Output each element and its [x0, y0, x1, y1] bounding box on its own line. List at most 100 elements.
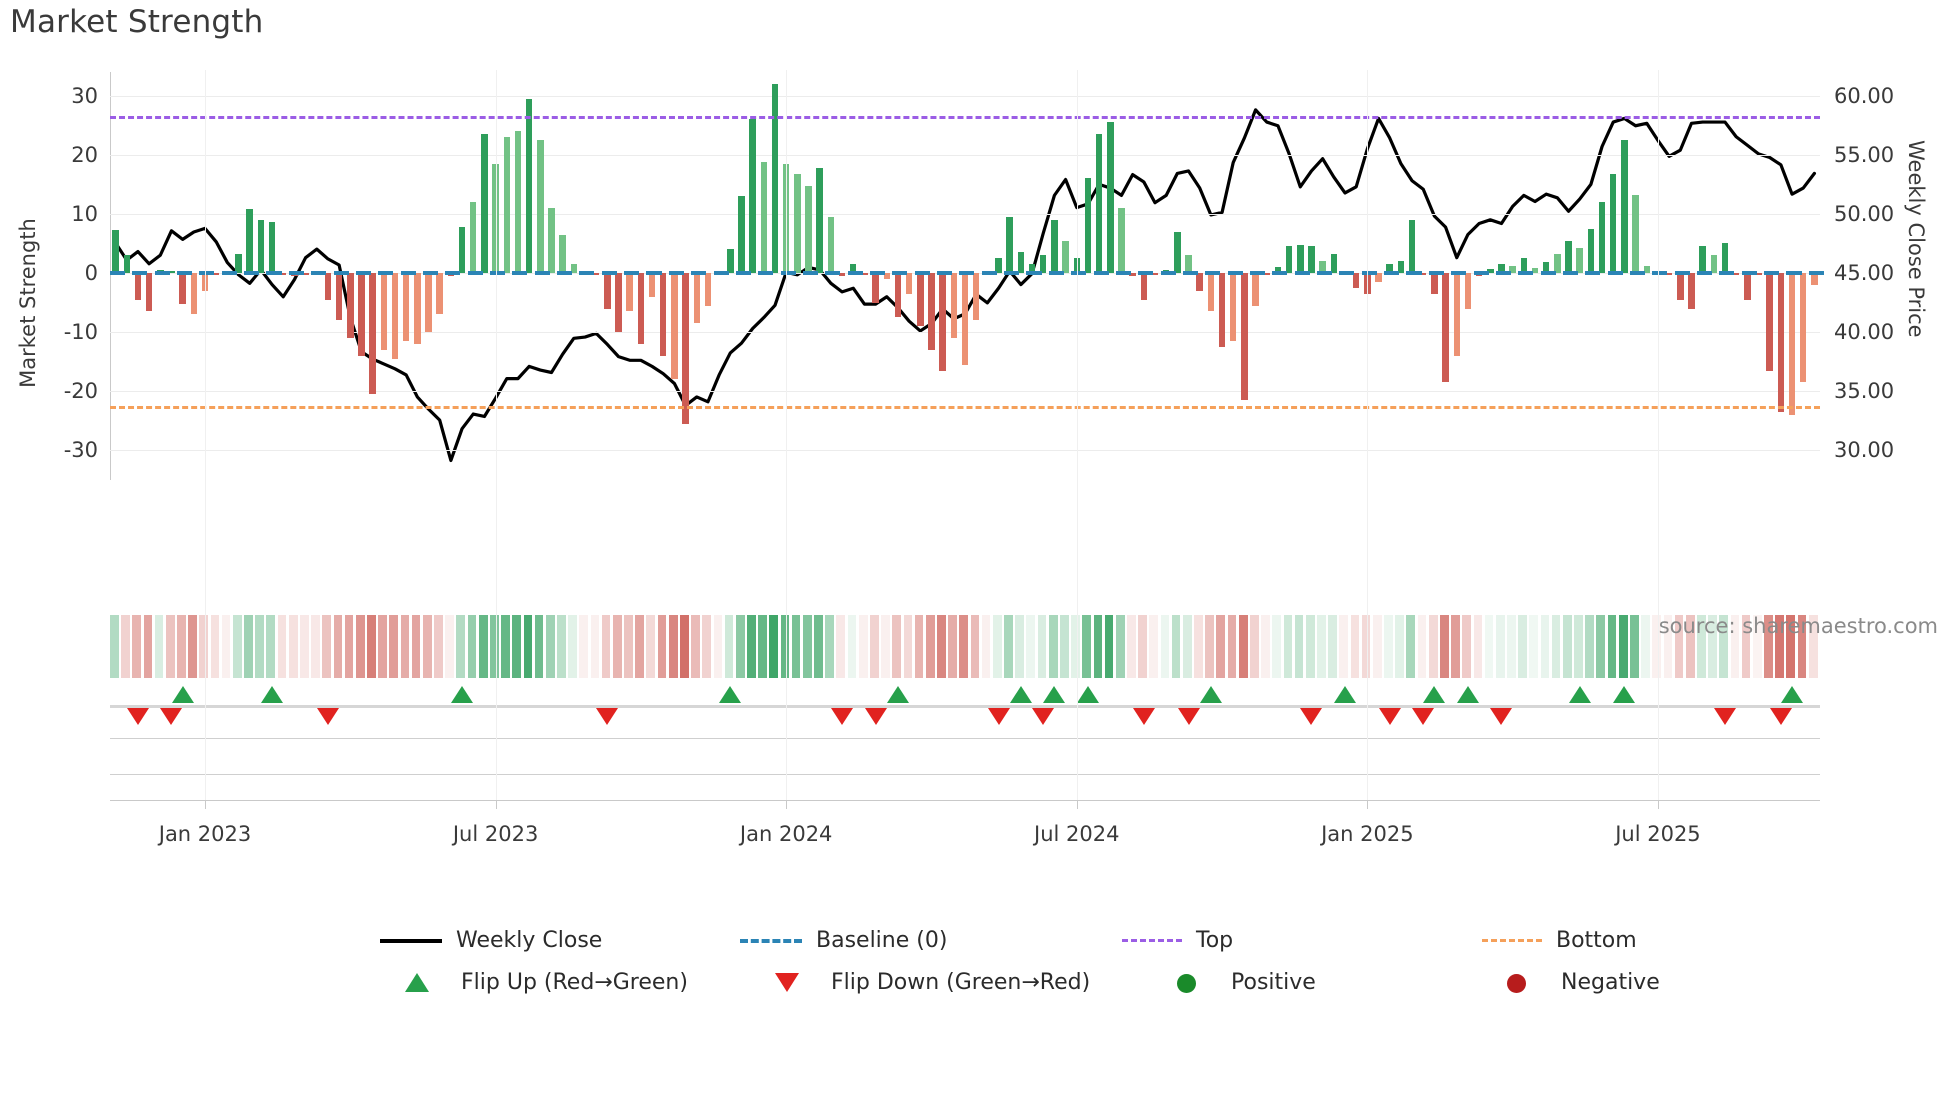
strength-bar	[771, 83, 779, 274]
heatmap-cell	[747, 615, 756, 678]
flip-down-marker-icon	[316, 708, 339, 725]
heatmap-cell	[1093, 615, 1103, 678]
gridline	[110, 450, 1820, 452]
heatmap-cell	[244, 615, 253, 678]
strength-bar	[1621, 140, 1628, 274]
baseline-segment	[534, 271, 550, 276]
heatmap-cell	[903, 615, 913, 678]
baseline-segment	[1607, 271, 1623, 276]
strength-bar	[1397, 261, 1405, 274]
heatmap-cell	[1182, 615, 1192, 678]
strength-bar	[615, 273, 622, 333]
legend-item-bottom[interactable]: Bottom	[1480, 928, 1637, 953]
strength-bar	[1196, 273, 1203, 291]
heatmap-cell	[545, 615, 555, 678]
strength-bar	[257, 219, 265, 274]
legend-item-flip-down-green→red[interactable]: Flip Down (Green→Red)	[755, 970, 1090, 995]
strength-bar	[1732, 273, 1740, 276]
baseline-segment	[490, 271, 506, 276]
baseline-segment	[1473, 271, 1489, 276]
strength-bar	[1565, 240, 1572, 274]
strength-bar	[1174, 232, 1181, 274]
legend-item-top[interactable]: Top	[1120, 928, 1233, 953]
strength-bar	[1118, 208, 1125, 274]
heatmap-cell	[490, 615, 499, 678]
baseline-segment	[1674, 271, 1690, 276]
strength-bar	[1755, 273, 1762, 276]
strength-bar	[1520, 258, 1528, 274]
baseline-segment	[1339, 271, 1355, 276]
heatmap-cell	[769, 615, 779, 678]
heatmap-cell	[1697, 615, 1706, 678]
legend-item-flip-up-red→green[interactable]: Flip Up (Red→Green)	[385, 970, 688, 995]
heatmap-cell	[266, 615, 276, 678]
bottom-reference-line	[110, 406, 1820, 410]
heatmap-cell	[925, 615, 935, 678]
legend-item-weekly-close[interactable]: Weekly Close	[380, 928, 602, 953]
heatmap-cell	[1104, 615, 1114, 678]
strength-bar	[1744, 273, 1751, 300]
heatmap-cell	[199, 615, 209, 678]
baseline-segment	[646, 271, 662, 276]
legend-item-negative[interactable]: Negative	[1485, 970, 1660, 995]
x-tick-mark	[1367, 800, 1369, 809]
heatmap-cell	[1775, 615, 1784, 678]
strength-bar	[1721, 243, 1729, 274]
strength-bar	[1185, 255, 1192, 274]
x-tick-mark	[1076, 800, 1078, 809]
heatmap-cell	[311, 615, 320, 678]
strength-bar	[1777, 273, 1785, 412]
strength-bar	[123, 255, 130, 274]
legend-item-baseline-0[interactable]: Baseline (0)	[740, 928, 947, 953]
heatmap-cell	[1741, 615, 1751, 678]
heatmap-cell	[780, 615, 790, 678]
page-title: Market Strength	[10, 4, 264, 40]
heatmap-cell	[1350, 615, 1360, 678]
heatmap-cell	[1786, 615, 1796, 678]
y-tick-left: -30	[63, 438, 98, 463]
legend-item-positive[interactable]: Positive	[1155, 970, 1316, 995]
baseline-segment	[1540, 271, 1556, 276]
strength-bar	[1587, 228, 1595, 274]
strength-bar	[145, 273, 153, 312]
source-credit: source: sharemaestro.com	[1658, 614, 1938, 638]
y-tick-right: 50.00	[1834, 201, 1895, 226]
strength-bar	[738, 196, 745, 274]
heatmap-cell	[702, 615, 712, 678]
heatmap-cell	[1652, 615, 1662, 678]
strength-bar	[559, 234, 566, 274]
strength-bar	[1710, 255, 1718, 274]
heatmap-cell	[1160, 615, 1170, 678]
heatmap-cell	[534, 615, 544, 678]
flip-down-marker-icon	[1490, 708, 1513, 725]
heatmap-cell	[691, 615, 700, 678]
heatmap-cell	[277, 615, 287, 678]
strength-bar	[1442, 273, 1449, 383]
heatmap-cell	[1026, 615, 1036, 678]
heatmap-cell	[680, 615, 689, 678]
heatmap-cell	[177, 615, 186, 678]
solid-line-icon	[380, 930, 442, 952]
heatmap-cell	[1484, 615, 1494, 678]
y-tick-left: -20	[63, 379, 98, 404]
strength-bar	[894, 273, 902, 318]
strength-bar	[1665, 273, 1673, 276]
baseline-segment	[557, 271, 573, 276]
strength-bar	[1062, 240, 1069, 274]
positive-dot-icon	[1155, 972, 1217, 994]
heatmap-cell	[1495, 615, 1505, 678]
strength-bar	[760, 162, 768, 274]
flip-up-marker-icon	[171, 686, 194, 703]
heatmap-cell	[1574, 615, 1583, 678]
strength-bar	[827, 216, 835, 274]
heatmap-cell	[1361, 615, 1371, 678]
strength-bar	[1274, 267, 1282, 274]
strength-bar	[324, 273, 332, 300]
flip-up-marker-icon	[1334, 686, 1356, 703]
y-tick-right: 45.00	[1834, 261, 1895, 286]
baseline-segment	[1562, 271, 1579, 276]
heatmap-cell	[1227, 615, 1237, 678]
strength-heatmap-strip	[110, 615, 1820, 678]
x-tick-label: Jul 2023	[452, 822, 539, 846]
flip-up-marker-icon	[1423, 686, 1446, 703]
